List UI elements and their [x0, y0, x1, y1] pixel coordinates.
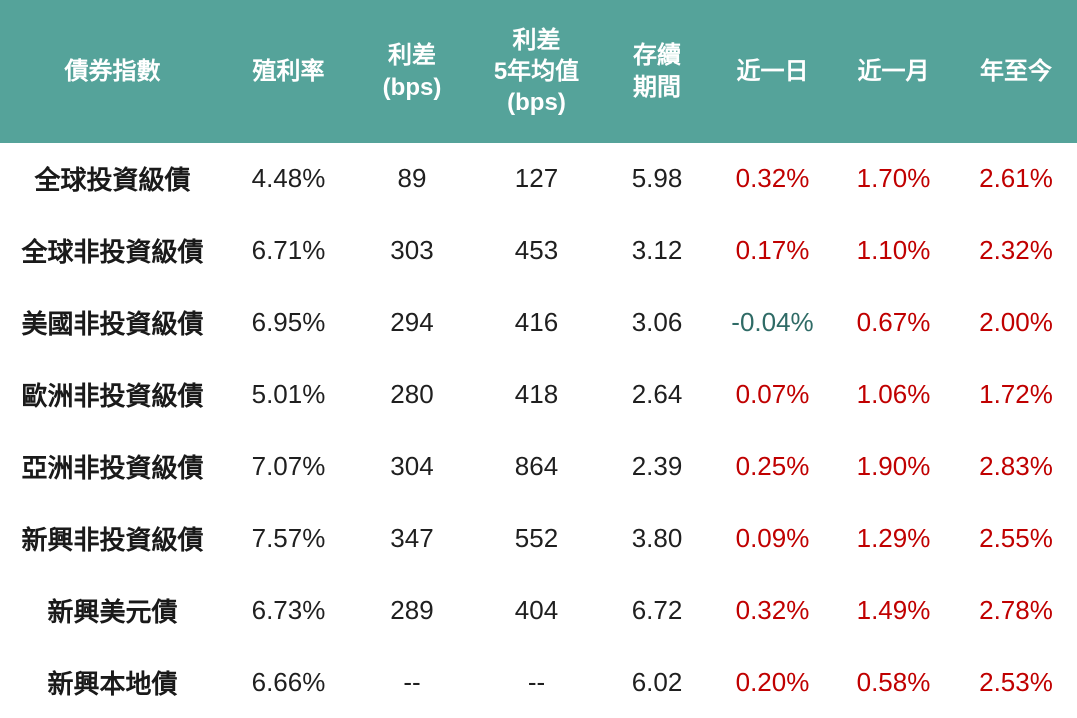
- col-header-1day: 近一日: [736, 57, 809, 85]
- cell-1day-change: -0.04%: [731, 307, 814, 338]
- cell-spread: 294: [390, 307, 434, 338]
- col-header-duration: 存續 期間: [633, 42, 681, 101]
- cell-spread: 304: [390, 450, 434, 481]
- cell-ytd-change: 2.61%: [979, 163, 1053, 194]
- cell-1month-change: 1.70%: [856, 163, 931, 194]
- cell-spread-5y-avg: 864: [514, 450, 559, 481]
- cell-yield: 6.66%: [251, 666, 326, 697]
- cell-duration: 3.80: [631, 522, 683, 553]
- cell-1day-change: 0.20%: [735, 666, 810, 697]
- row-label: 新興美元債: [47, 596, 178, 627]
- cell-yield: 6.73%: [251, 594, 326, 625]
- cell-duration: 3.06: [631, 307, 683, 338]
- cell-spread-5y-avg: 416: [514, 307, 559, 338]
- cell-yield: 5.01%: [251, 379, 326, 410]
- cell-spread: 289: [390, 594, 434, 625]
- cell-spread-5y-avg: 418: [514, 379, 559, 410]
- table-row: 新興本地債 6.66% -- -- 6.02 0.20% 0.58% 2.53%: [0, 646, 1077, 718]
- row-label: 亞洲非投資級債: [21, 452, 204, 483]
- table-row: 美國非投資級債 6.95% 294 416 3.06 -0.04% 0.67% …: [0, 287, 1077, 359]
- cell-spread: 303: [390, 235, 434, 266]
- col-header-1month: 近一月: [857, 57, 930, 85]
- col-header-spread-bps: 利差 (bps): [382, 42, 442, 101]
- cell-yield: 7.07%: [251, 450, 326, 481]
- cell-yield: 6.71%: [251, 235, 326, 266]
- row-label: 全球非投資級債: [21, 237, 204, 268]
- row-label: 美國非投資級債: [21, 309, 204, 340]
- row-label: 新興本地債: [47, 668, 178, 699]
- table-row: 全球投資級債 4.48% 89 127 5.98 0.32% 1.70% 2.6…: [0, 143, 1077, 215]
- cell-1day-change: 0.07%: [735, 379, 810, 410]
- cell-ytd-change: 2.83%: [979, 450, 1053, 481]
- cell-1month-change: 1.06%: [856, 379, 931, 410]
- cell-duration: 2.64: [631, 379, 683, 410]
- table-header-row: 債券指數 殖利率 利差 (bps) 利差 5年均值 (bps) 存續 期間 近一…: [0, 0, 1077, 143]
- cell-1day-change: 0.09%: [735, 522, 810, 553]
- cell-1month-change: 1.29%: [856, 522, 931, 553]
- row-label: 歐洲非投資級債: [21, 381, 204, 412]
- cell-ytd-change: 2.53%: [979, 666, 1053, 697]
- cell-spread: 280: [390, 379, 434, 410]
- table-body: 全球投資級債 4.48% 89 127 5.98 0.32% 1.70% 2.6…: [0, 143, 1077, 718]
- cell-1day-change: 0.32%: [735, 594, 810, 625]
- cell-spread: 347: [390, 522, 434, 553]
- cell-ytd-change: 2.00%: [979, 307, 1053, 338]
- table-row: 新興非投資級債 7.57% 347 552 3.80 0.09% 1.29% 2…: [0, 502, 1077, 574]
- cell-ytd-change: 2.78%: [979, 594, 1053, 625]
- cell-1day-change: 0.25%: [735, 450, 810, 481]
- cell-duration: 6.02: [631, 666, 683, 697]
- cell-spread-5y-avg: 453: [514, 235, 559, 266]
- cell-1month-change: 0.67%: [856, 307, 931, 338]
- table-row: 新興美元債 6.73% 289 404 6.72 0.32% 1.49% 2.7…: [0, 574, 1077, 646]
- table-row: 亞洲非投資級債 7.07% 304 864 2.39 0.25% 1.90% 2…: [0, 431, 1077, 503]
- row-label: 新興非投資級債: [21, 524, 204, 555]
- cell-duration: 5.98: [631, 163, 683, 194]
- cell-duration: 6.72: [631, 594, 683, 625]
- cell-spread-5y-avg: --: [527, 666, 546, 697]
- cell-1month-change: 1.10%: [856, 235, 931, 266]
- cell-spread-5y-avg: 127: [514, 163, 559, 194]
- table-row: 全球非投資級債 6.71% 303 453 3.12 0.17% 1.10% 2…: [0, 215, 1077, 287]
- cell-1day-change: 0.32%: [735, 163, 810, 194]
- cell-1day-change: 0.17%: [735, 235, 810, 266]
- col-header-bond-index: 債券指數: [64, 57, 161, 85]
- cell-ytd-change: 1.72%: [979, 379, 1053, 410]
- col-header-ytd: 年至今: [980, 57, 1052, 85]
- table-row: 歐洲非投資級債 5.01% 280 418 2.64 0.07% 1.06% 1…: [0, 359, 1077, 431]
- cell-1month-change: 0.58%: [856, 666, 931, 697]
- col-header-spread-5y-avg: 利差 5年均值 (bps): [493, 26, 580, 117]
- cell-1month-change: 1.90%: [856, 450, 931, 481]
- cell-spread-5y-avg: 404: [514, 594, 559, 625]
- cell-ytd-change: 2.55%: [979, 522, 1053, 553]
- cell-spread: 89: [397, 163, 427, 194]
- row-label: 全球投資級債: [34, 165, 191, 196]
- cell-ytd-change: 2.32%: [979, 235, 1053, 266]
- cell-spread: --: [403, 666, 421, 697]
- cell-yield: 6.95%: [251, 307, 326, 338]
- col-header-yield: 殖利率: [252, 57, 325, 85]
- cell-duration: 2.39: [631, 450, 683, 481]
- cell-spread-5y-avg: 552: [514, 522, 559, 553]
- cell-1month-change: 1.49%: [856, 594, 931, 625]
- cell-yield: 7.57%: [251, 522, 326, 553]
- cell-duration: 3.12: [631, 235, 683, 266]
- cell-yield: 4.48%: [251, 163, 326, 194]
